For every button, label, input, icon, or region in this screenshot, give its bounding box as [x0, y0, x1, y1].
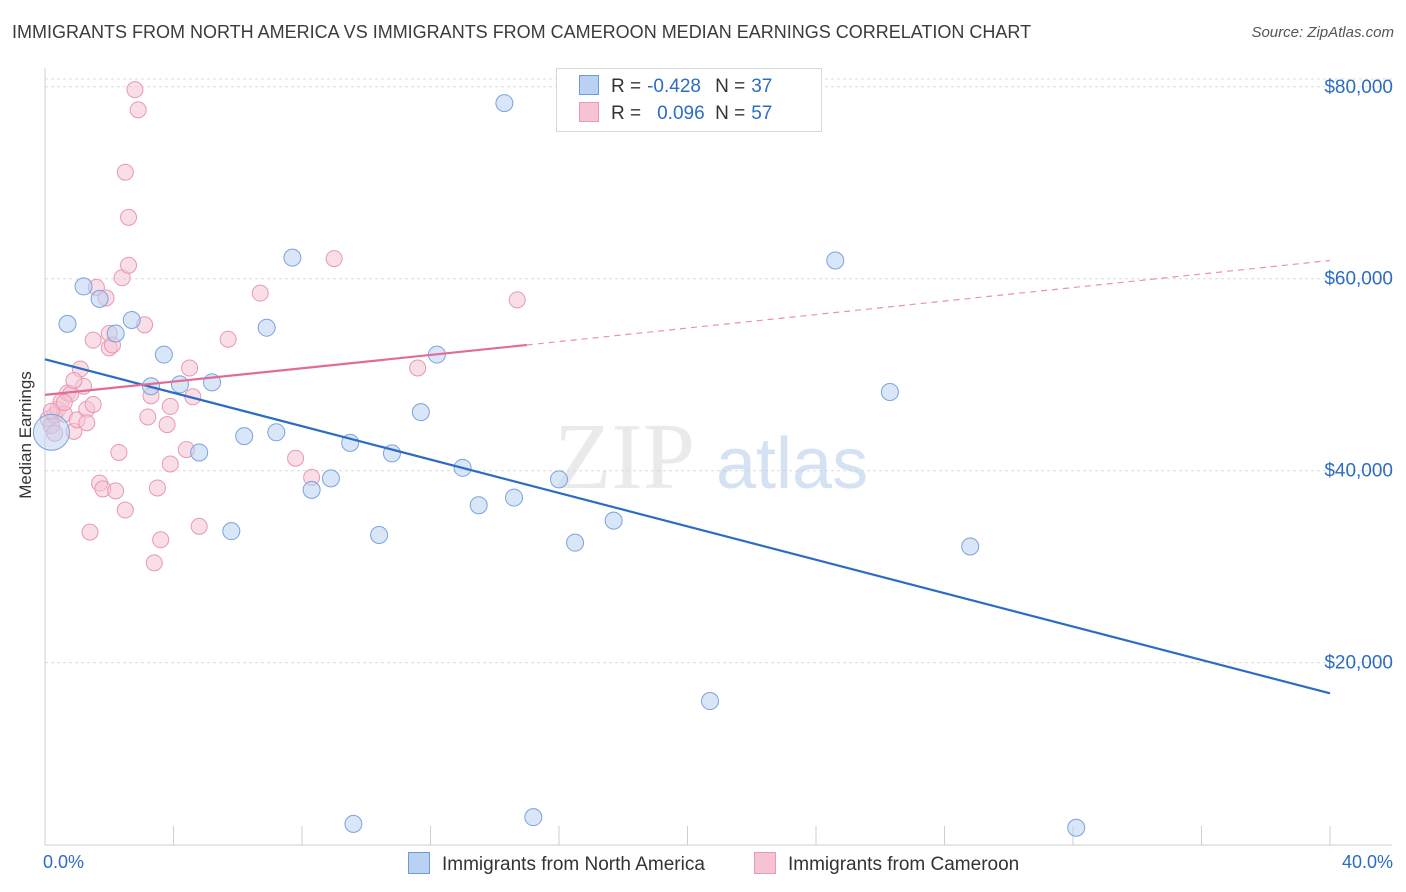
watermark-atlas: atlas: [716, 424, 868, 504]
north-america-point: [700, 692, 719, 711]
bottom-legend-label-cameroon: Immigrants from Cameroon: [788, 854, 1020, 875]
legend-n-value: 57: [751, 103, 773, 124]
north-america-point: [321, 469, 340, 488]
cameroon-point: [65, 371, 83, 389]
bottom-legend-cameroon: Immigrants from Cameroon: [754, 852, 1019, 876]
cameroon-point: [81, 523, 99, 541]
north-america-point: [411, 403, 430, 422]
y-tick-label: $40,000: [1324, 461, 1393, 482]
north-america-point: [550, 470, 568, 489]
legend-n-label: N =: [715, 103, 746, 124]
bottom-legend-swatch-pink: [754, 852, 776, 874]
cameroon-point: [110, 443, 128, 461]
legend-r-label: R =: [611, 103, 642, 124]
north-america-point: [32, 413, 70, 451]
watermark: ZIP atlas: [554, 405, 868, 509]
north-america-point: [604, 511, 623, 530]
y-tick-label: $20,000: [1324, 653, 1393, 674]
north-america-point: [90, 289, 109, 308]
bottom-legend-swatch-blue: [408, 852, 430, 874]
north-america-point: [190, 443, 209, 462]
north-america-point: [566, 533, 585, 552]
north-america-point: [74, 277, 93, 296]
bottom-legend-north-america: Immigrants from North America: [408, 852, 705, 876]
cameroon-point: [145, 554, 163, 572]
cameroon-point: [120, 256, 138, 274]
north-america-point: [344, 814, 363, 833]
legend-n-label: N =: [715, 76, 746, 97]
cameroon-point: [325, 250, 343, 268]
cameroon-point: [508, 291, 526, 309]
north-america-point: [826, 251, 845, 270]
trend-lines: [44, 259, 1331, 695]
legend-swatch-pink: [579, 102, 599, 122]
cameroon-point: [84, 331, 102, 349]
north-america-point: [283, 248, 302, 267]
north-america-point: [495, 94, 514, 113]
cameroon-point: [148, 479, 166, 497]
north-america-point: [106, 324, 125, 343]
north-america-point: [58, 314, 77, 333]
y-tick-label: $60,000: [1324, 269, 1393, 290]
cameroon-point: [126, 81, 144, 99]
cameroon-point: [129, 101, 147, 119]
north-america-point: [257, 318, 276, 337]
north-america-point: [170, 375, 189, 394]
north-america-point: [505, 488, 524, 507]
cameroon-point: [152, 531, 170, 549]
y-tick-label: $80,000: [1324, 77, 1393, 98]
cameroon-trend-extension: [526, 259, 1331, 346]
chart-title: IMMIGRANTS FROM NORTH AMERICA VS IMMIGRA…: [12, 22, 1032, 42]
x-tick-label-min: 0.0%: [43, 852, 85, 872]
north-america-point: [222, 522, 241, 541]
y-tick-labels: $20,000 $40,000 $60,000 $80,000: [1324, 77, 1393, 674]
cameroon-point: [181, 359, 199, 377]
cameroon-point: [409, 359, 427, 377]
cameroon-point: [219, 330, 237, 348]
legend-r-value: -0.428: [647, 76, 701, 97]
north-america-point: [524, 808, 543, 827]
cameroon-point: [161, 397, 179, 415]
legend-n-value: 37: [751, 76, 773, 97]
source-credit: Source: ZipAtlas.com: [1251, 24, 1394, 41]
watermark-zip: ZIP: [554, 405, 695, 509]
cameroon-point: [55, 394, 73, 412]
cameroon-point: [139, 408, 157, 426]
north-america-point: [235, 427, 254, 446]
north-america-point: [267, 423, 286, 442]
bottom-legend-label-north-america: Immigrants from North America: [442, 854, 705, 875]
cameroon-point: [158, 416, 176, 434]
legend-r-value: 0.096: [657, 103, 705, 124]
legend-row-north-america: R = -0.428 N = 37: [579, 75, 772, 99]
cameroon-point: [190, 517, 208, 535]
grid-layer: [45, 78, 1392, 664]
north-america-point: [370, 525, 389, 544]
north-america-point: [302, 480, 321, 499]
north-america-point: [1067, 818, 1086, 837]
correlation-legend: R = -0.428 N = 37 R = 0.096 N = 57: [556, 68, 822, 132]
north-america-point: [154, 345, 173, 364]
cameroon-point: [120, 208, 138, 226]
cameroon-trend-line: [44, 343, 527, 396]
cameroon-point: [107, 482, 125, 500]
cameroon-point: [78, 414, 96, 432]
axes-layer: [44, 68, 1392, 846]
x-tick-label-max: 40.0%: [1341, 852, 1393, 872]
cameroon-point: [84, 395, 102, 413]
north-america-point: [122, 311, 141, 330]
cameroon-point: [116, 163, 134, 181]
cameroon-point: [251, 284, 269, 302]
north-america-point: [880, 382, 899, 401]
legend-swatch-blue: [579, 75, 599, 95]
cameroon-point: [116, 501, 134, 519]
north-america-point: [961, 537, 980, 556]
north-america-point: [469, 496, 488, 515]
north-america-trend-line: [44, 358, 1331, 695]
cameroon-point: [287, 449, 305, 467]
cameroon-point: [161, 455, 179, 473]
legend-r-label: R =: [611, 76, 642, 97]
legend-row-cameroon: R = 0.096 N = 57: [579, 102, 772, 126]
